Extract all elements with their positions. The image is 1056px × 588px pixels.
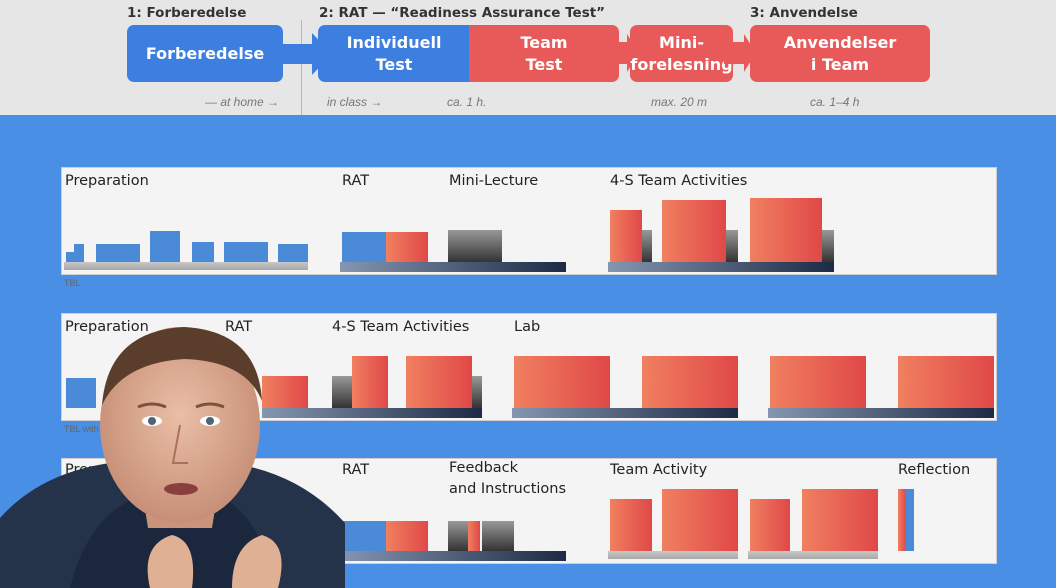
- timeline-bar: [448, 230, 502, 262]
- timeline-bar: [332, 376, 352, 408]
- timeline-baseline: [262, 408, 482, 418]
- timeline-baseline: [64, 262, 308, 270]
- timeline-bar: [770, 356, 866, 408]
- timeline-bar: [898, 356, 994, 408]
- row-note: TBL: [64, 278, 81, 288]
- phase-1-title: 1: Forberedelse: [127, 5, 247, 21]
- label-instructions: and Instructions: [449, 481, 567, 497]
- timeline-bar: [514, 356, 610, 408]
- timeline-bar: [66, 378, 96, 408]
- tbl-phase-header: 1: Forberedelse 2: RAT — “Readiness Assu…: [0, 0, 1056, 115]
- timeline-bar: [822, 230, 834, 262]
- label-mini-lecture: Mini-Lecture: [449, 173, 539, 189]
- timeline-bar: [472, 376, 482, 408]
- timeline-baseline: [340, 262, 566, 272]
- timeline-bar: [342, 232, 386, 262]
- timeline-baseline: [768, 408, 994, 418]
- timeline-bar: [750, 198, 822, 262]
- timeline-bar: [278, 244, 308, 262]
- label-preparation: Preparation: [65, 319, 149, 335]
- box-team-test: Team Test: [469, 25, 619, 82]
- label-rat: RAT: [225, 319, 253, 335]
- timeline-bar: [192, 242, 214, 262]
- timeline-baseline: [512, 408, 738, 418]
- arrow-connector: [272, 33, 332, 75]
- timeline-baseline: [608, 262, 834, 272]
- timeline-bar: [610, 499, 652, 551]
- label-team-activities: 4-S Team Activities: [610, 173, 748, 189]
- label-lab: Lab: [514, 319, 541, 335]
- box-individuell-test: Individuell Test: [318, 25, 470, 82]
- presenter-photo: [0, 327, 345, 588]
- timeline-bar: [642, 230, 652, 262]
- timeline-baseline: [608, 551, 738, 559]
- timeline-bar: [482, 521, 514, 551]
- timeline-bar: [386, 232, 428, 262]
- label-reflection: Reflection: [898, 462, 971, 478]
- label-preparation: Preparation: [65, 173, 149, 189]
- timeline-bar: [352, 356, 388, 408]
- timeline-bar: [150, 231, 180, 262]
- timeline-baseline: [748, 551, 878, 559]
- panel-tbl: Preparation RAT Mini-Lecture 4-S Team Ac…: [61, 167, 997, 288]
- timeline-bar: [662, 489, 738, 551]
- red-connector: [724, 34, 756, 72]
- note-duration-rat: ca. 1 h.: [447, 95, 487, 109]
- label-team-activity: Team Activity: [610, 462, 708, 478]
- timeline-bar: [406, 356, 472, 408]
- note-duration-lecture: max. 20 m: [651, 95, 708, 109]
- note-in-class: in class →: [327, 95, 383, 109]
- phase-2-title: 2: RAT — “Readiness Assurance Test”: [319, 5, 606, 21]
- label-feedback: Feedback: [449, 460, 519, 476]
- row-note: TBL with Lab: [64, 424, 117, 434]
- timeline-bar: [224, 242, 268, 262]
- timeline-bar: [342, 521, 386, 551]
- timeline-bar: [726, 230, 738, 262]
- box-mini-forelesning: Mini-forelesning: [630, 25, 733, 82]
- timeline-bar: [262, 376, 308, 408]
- note-duration-application: ca. 1–4 h: [810, 95, 860, 109]
- label-rat: RAT: [342, 173, 370, 189]
- timeline-bar: [906, 489, 914, 551]
- note-at-home: — at home →: [205, 95, 280, 109]
- timeline-bar: [750, 499, 790, 551]
- timeline-baseline: [340, 551, 566, 561]
- phase-divider: [301, 20, 302, 115]
- timeline-bar: [662, 200, 726, 262]
- timeline-bar: [386, 521, 428, 551]
- timeline-bar: [898, 489, 906, 551]
- label-rat: RAT: [342, 462, 370, 478]
- box-forberedelse: Forberedelse: [127, 25, 283, 82]
- box-anvendelser-i-team: Anvendelser i Team: [750, 25, 930, 82]
- phase-3-title: 3: Anvendelse: [750, 5, 858, 21]
- timeline-bar: [642, 356, 738, 408]
- timeline-bar: [468, 521, 480, 551]
- timeline-bar: [74, 244, 84, 262]
- timeline-bar: [802, 489, 878, 551]
- label-team-activities: 4-S Team Activities: [332, 319, 470, 335]
- timeline-bar: [610, 210, 642, 262]
- timeline-bar: [448, 521, 468, 551]
- timeline-bar: [96, 244, 140, 262]
